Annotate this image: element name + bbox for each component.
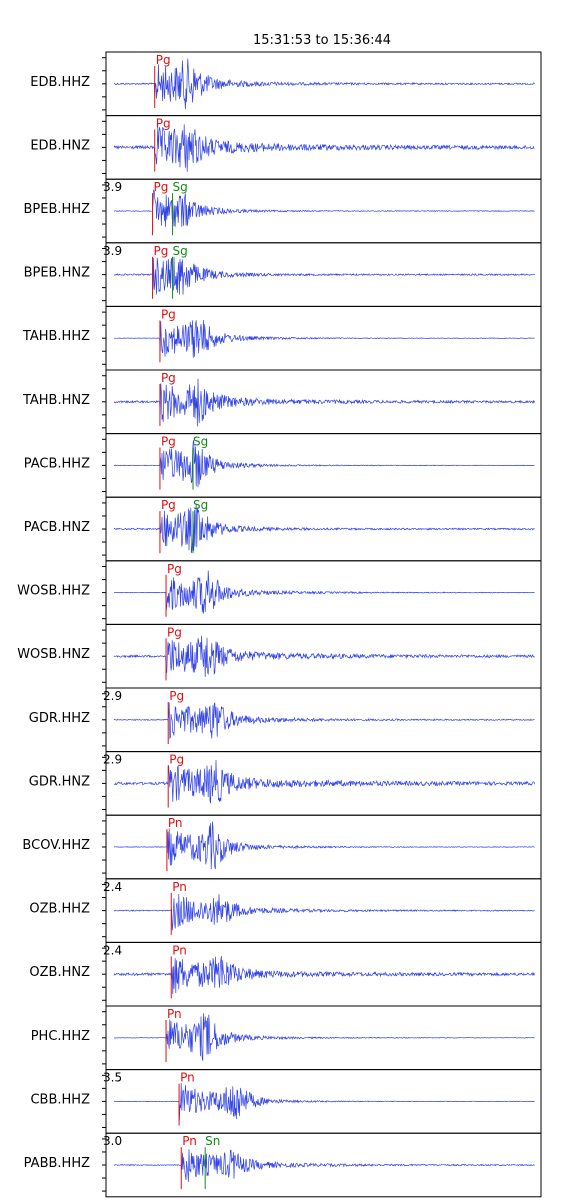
s-pick-label: Sg bbox=[173, 180, 188, 194]
panel-pabb-hhz: PABB.HHZ 3.0 Pn Sn bbox=[24, 1132, 542, 1198]
amplitude-label: 2.4 bbox=[103, 943, 122, 957]
chart-title: 15:31:53 to 15:36:44 bbox=[253, 33, 391, 48]
panel-ozb-hnz: OZB.HNZ 2.4 Pn bbox=[29, 941, 542, 1007]
station-label: OZB.HHZ bbox=[29, 902, 90, 917]
amplitude-label: 3.5 bbox=[103, 1071, 122, 1085]
waveform-trace bbox=[114, 894, 535, 931]
station-label: CBB.HHZ bbox=[30, 1092, 90, 1107]
panel-wosb-hnz: WOSB.HNZ Pg bbox=[17, 623, 542, 689]
p-pick-label: Pn bbox=[167, 1007, 182, 1021]
amplitude-label: 3.9 bbox=[103, 180, 122, 194]
waveform-trace bbox=[114, 821, 535, 870]
p-pick-label: Pg bbox=[167, 625, 182, 639]
station-label: GDR.HHZ bbox=[29, 711, 90, 726]
waveform-trace bbox=[113, 439, 535, 488]
p-pick-label: Pn bbox=[182, 1134, 197, 1148]
panel-phc-hhz: PHC.HHZ Pn bbox=[31, 1005, 542, 1071]
panel-gdr-hnz: GDR.HNZ 2.9 Pg bbox=[29, 751, 542, 816]
waveform-trace bbox=[113, 1149, 535, 1182]
p-pick-label: Pg bbox=[154, 180, 169, 194]
amplitude-label: 2.9 bbox=[103, 753, 122, 767]
s-pick-label: Sg bbox=[173, 244, 188, 258]
panel-wosb-hhz: WOSB.HHZ Pg bbox=[17, 560, 542, 625]
station-label: BPEB.HNZ bbox=[24, 266, 91, 281]
panel-bcov-hhz: BCOV.HHZ Pn bbox=[22, 814, 542, 880]
station-label: TAHB.HNZ bbox=[22, 393, 90, 408]
station-label: EDB.HNZ bbox=[30, 138, 90, 153]
station-label: PACB.HHZ bbox=[24, 456, 90, 471]
p-pick-label: Pn bbox=[172, 880, 187, 894]
station-label: PABB.HHZ bbox=[24, 1156, 90, 1171]
panel-pacb-hnz: PACB.HNZ Pg Sg bbox=[24, 496, 542, 562]
waveform-trace bbox=[113, 58, 535, 110]
station-label: OZB.HNZ bbox=[29, 965, 90, 980]
p-pick-label: Pg bbox=[154, 244, 169, 258]
panel-bpeb-hhz: BPEB.HHZ 3.9 Pg Sg bbox=[24, 178, 542, 244]
panel-ozb-hhz: OZB.HHZ 2.4 Pn bbox=[29, 878, 542, 943]
p-pick-label: Pg bbox=[156, 117, 171, 131]
station-label: TAHB.HHZ bbox=[22, 329, 90, 344]
amplitude-label: 3.9 bbox=[103, 244, 122, 258]
station-label: BPEB.HHZ bbox=[24, 202, 91, 217]
p-pick-label: Pg bbox=[169, 689, 184, 703]
s-pick-label: Sn bbox=[205, 1134, 220, 1148]
station-label: WOSB.HHZ bbox=[17, 584, 90, 599]
p-pick-label: Pg bbox=[161, 307, 176, 321]
p-pick-label: Pg bbox=[161, 498, 176, 512]
amplitude-label: 2.9 bbox=[103, 689, 122, 703]
p-pick-label: Pg bbox=[161, 371, 176, 385]
waveform-trace bbox=[113, 702, 535, 740]
station-label: PACB.HNZ bbox=[24, 520, 90, 535]
panel-pacb-hhz: PACB.HHZ Pg Sg bbox=[24, 433, 542, 498]
waveform-trace bbox=[113, 378, 535, 427]
panel-cbb-hhz: CBB.HHZ 3.5 Pn bbox=[30, 1069, 542, 1134]
station-label: BCOV.HHZ bbox=[22, 838, 90, 853]
waveform-trace bbox=[113, 124, 535, 172]
waveform-trace bbox=[113, 759, 535, 804]
waveform-trace bbox=[113, 1082, 535, 1121]
p-pick-label: Pn bbox=[172, 943, 187, 957]
panel-bpeb-hnz: BPEB.HNZ 3.9 Pg Sg bbox=[24, 242, 542, 307]
station-label: PHC.HHZ bbox=[31, 1029, 90, 1044]
panel-edb-hhz: EDB.HHZ Pg bbox=[30, 51, 542, 117]
waveform-trace bbox=[113, 570, 535, 614]
p-pick-label: Pn bbox=[180, 1071, 195, 1085]
waveform-trace bbox=[113, 503, 535, 553]
station-label: EDB.HHZ bbox=[30, 75, 90, 90]
station-label: GDR.HNZ bbox=[29, 774, 90, 789]
amplitude-label: 2.4 bbox=[103, 880, 122, 894]
amplitude-label: 3.0 bbox=[103, 1134, 122, 1148]
p-pick-label: Pg bbox=[169, 753, 184, 767]
waveform-trace bbox=[113, 1013, 535, 1061]
waveform-trace bbox=[113, 189, 535, 228]
s-pick-label: Sg bbox=[193, 498, 208, 512]
panel-edb-hnz: EDB.HNZ Pg bbox=[30, 115, 542, 180]
waveform-trace bbox=[113, 955, 535, 995]
p-pick-label: Pg bbox=[167, 562, 182, 576]
panel-gdr-hhz: GDR.HHZ 2.9 Pg bbox=[29, 687, 542, 753]
waveform-trace bbox=[113, 319, 535, 358]
p-pick-label: Pn bbox=[168, 816, 183, 830]
waveform-trace bbox=[114, 256, 535, 295]
panel-tahb-hnz: TAHB.HNZ Pg bbox=[22, 369, 542, 435]
station-label: WOSB.HNZ bbox=[17, 647, 90, 662]
p-pick-label: Pg bbox=[161, 435, 176, 449]
p-pick-label: Pg bbox=[156, 53, 171, 67]
panel-tahb-hhz: TAHB.HHZ Pg bbox=[22, 305, 542, 371]
waveform-trace bbox=[113, 635, 535, 678]
s-pick-label: Sg bbox=[193, 435, 208, 449]
